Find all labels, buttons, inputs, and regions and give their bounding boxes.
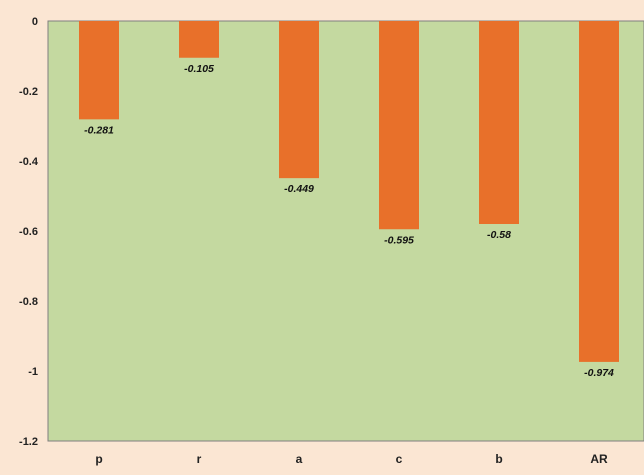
y-tick-label: -1 <box>28 366 38 378</box>
x-category-label: a <box>296 452 303 466</box>
x-axis-category-labels: p r a c b AR <box>95 452 608 466</box>
y-tick-label: -0.8 <box>19 296 38 308</box>
x-category-label: AR <box>590 452 608 466</box>
bar-p <box>79 21 119 120</box>
y-axis-tick-labels: 0 -0.2 -0.4 -0.6 -0.8 -1 -1.2 <box>19 16 39 448</box>
y-tick-label: -1.2 <box>19 436 38 448</box>
bars <box>79 21 619 362</box>
data-label-r: -0.105 <box>184 63 214 75</box>
x-category-label: c <box>396 452 403 466</box>
data-labels: -0.281 -0.105 -0.449 -0.595 -0.58 -0.974 <box>84 63 614 379</box>
plot-area <box>47 20 644 442</box>
y-tick-label: 0 <box>32 16 38 28</box>
bar-a <box>279 21 319 179</box>
bar-b <box>479 21 519 224</box>
bar-AR <box>579 21 619 362</box>
data-label-b: -0.58 <box>487 229 511 241</box>
y-tick-label: -0.4 <box>19 156 39 168</box>
data-label-p: -0.281 <box>84 124 114 136</box>
x-category-label: p <box>95 452 102 466</box>
y-tick-label: -0.2 <box>19 86 38 98</box>
y-tick-label: -0.6 <box>19 226 38 238</box>
data-label-AR: -0.974 <box>584 367 614 379</box>
bar-c <box>379 21 419 230</box>
data-label-c: -0.595 <box>384 234 414 246</box>
x-category-label: b <box>495 452 502 466</box>
data-label-a: -0.449 <box>284 183 314 195</box>
bar-r <box>179 21 219 58</box>
x-category-label: r <box>197 452 202 466</box>
